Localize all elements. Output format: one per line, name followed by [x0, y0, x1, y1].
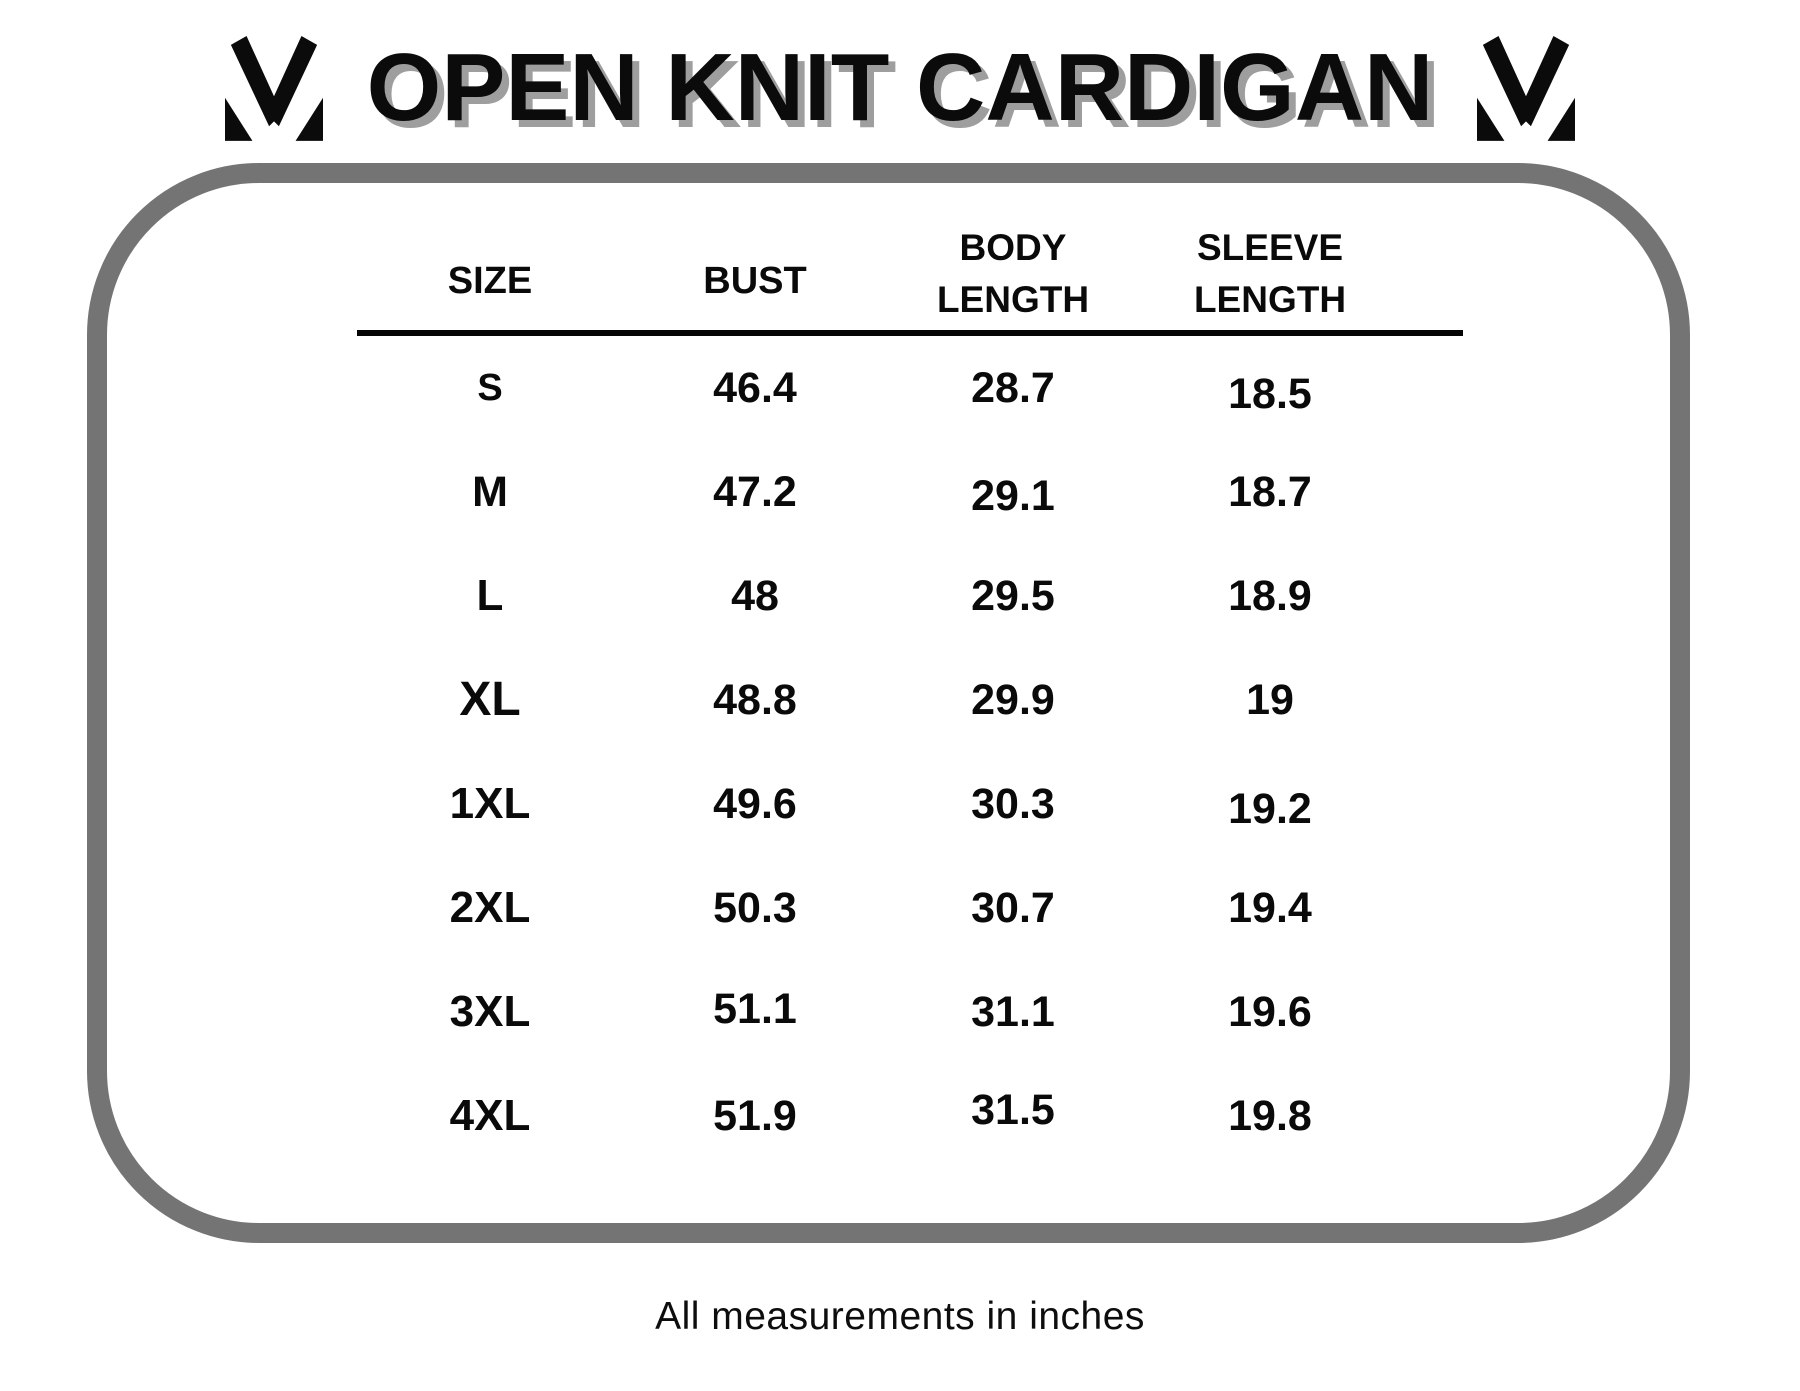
sleeve-length-value: 19.8 — [1228, 1091, 1312, 1140]
body-length-value: 29.5 — [971, 571, 1055, 620]
header: OPEN KNIT CARDIGAN — [0, 0, 1800, 176]
bust-value: 51.9 — [713, 1091, 797, 1140]
bust-value: 48 — [731, 571, 779, 620]
body-length-value: 29.1 — [971, 471, 1055, 520]
body-length-value: 30.3 — [971, 779, 1055, 828]
sleeve-length-value: 19.6 — [1228, 987, 1312, 1036]
size-label: S — [477, 367, 503, 409]
bust-value: 50.3 — [713, 883, 797, 932]
bust-value: 46.4 — [713, 363, 797, 412]
body-length-value: 28.7 — [971, 363, 1055, 412]
column-header-size: SIZE — [447, 260, 533, 302]
body-length-value: 30.7 — [971, 883, 1055, 932]
sleeve-length-value: 19 — [1246, 675, 1294, 724]
size-label: 1XL — [449, 779, 531, 828]
column-header-bust: BUST — [703, 260, 807, 302]
body-length-value: 29.9 — [971, 675, 1055, 724]
size-label: XL — [459, 673, 521, 726]
size-label: L — [476, 571, 504, 620]
size-label: 2XL — [449, 883, 531, 932]
bust-value: 51.1 — [713, 984, 797, 1033]
bust-value: 47.2 — [713, 467, 797, 516]
column-header-sleeve-length: SLEEVE LENGTH — [1193, 227, 1347, 320]
column-header-body-length: BODY LENGTH — [936, 227, 1090, 320]
size-label: 4XL — [449, 1091, 531, 1140]
size-label: M — [472, 467, 508, 516]
brand-logo-icon-right — [1477, 35, 1576, 141]
sleeve-length-value: 19.4 — [1228, 883, 1312, 932]
brand-logo-icon-left — [224, 35, 323, 141]
page-title: OPEN KNIT CARDIGAN — [366, 34, 1434, 141]
sleeve-length-value: 19.2 — [1228, 784, 1312, 833]
chart-frame — [87, 163, 1690, 1243]
sleeve-length-value: 18.7 — [1228, 467, 1312, 516]
header-divider — [357, 330, 1463, 336]
bust-value: 49.6 — [713, 779, 797, 828]
body-length-value: 31.5 — [971, 1085, 1055, 1134]
size-table: S 46.4 28.7 18.5 M 47.2 29.1 18.7 L 48 2… — [357, 336, 1401, 1168]
size-label: 3XL — [449, 987, 531, 1036]
sleeve-length-value: 18.5 — [1228, 369, 1312, 418]
sleeve-length-value: 18.9 — [1228, 571, 1312, 620]
body-length-value: 31.1 — [971, 987, 1055, 1036]
measurements-note: All measurements in inches — [655, 1295, 1145, 1338]
bust-value: 48.8 — [713, 675, 797, 724]
